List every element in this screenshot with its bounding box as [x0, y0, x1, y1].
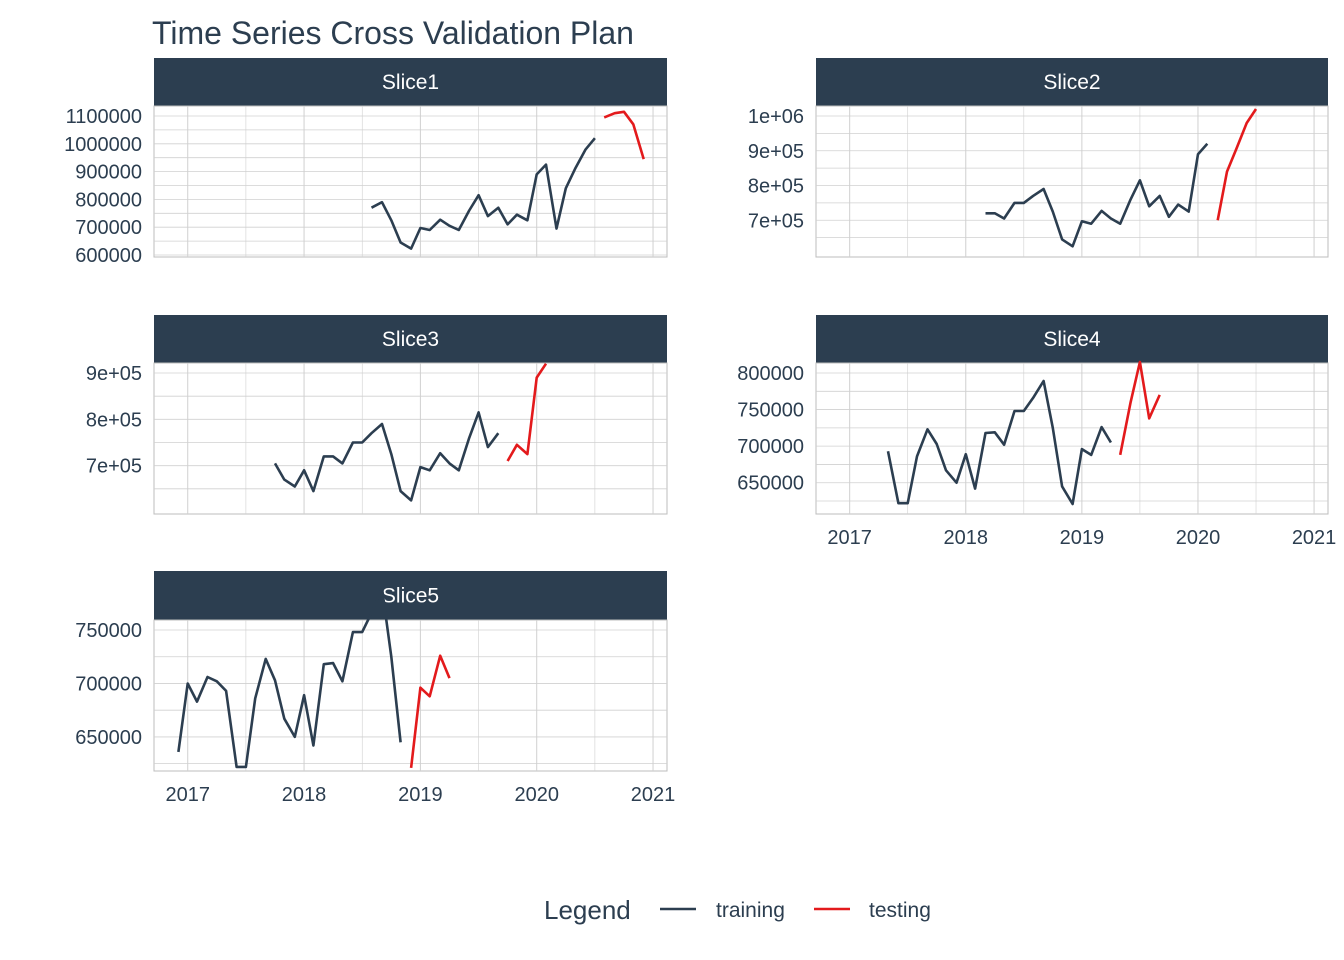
testing-line: [409, 654, 451, 769]
panel-slice2: Slice2 7e+05 8e+05 9e+05 1e+06: [748, 58, 1329, 258]
facet-panels: Slice1 600000 700000 800000 900000 1000000 110…: [64, 58, 1336, 806]
legend: Legend training testing: [544, 895, 931, 925]
facet-strip-label: Slice3: [382, 328, 439, 351]
y-tick-label: 650000: [737, 473, 804, 495]
legend-label-testing: testing: [869, 899, 931, 922]
panel-border: [153, 362, 668, 515]
y-tick-label: 9e+05: [86, 363, 142, 385]
panel-border: [815, 362, 1329, 515]
y-tick-label: 700000: [737, 436, 804, 458]
facet-strip-label: Slice5: [382, 585, 439, 608]
facet-strip: [154, 571, 667, 620]
y-tick-label: 1100000: [66, 106, 142, 128]
y-tick-label: 800000: [75, 189, 142, 211]
x-tick-label: 2020: [1176, 527, 1221, 549]
facet-strip-label: Slice2: [1043, 71, 1100, 94]
x-tick-label: 2018: [944, 527, 989, 549]
y-tick-label: 700000: [75, 217, 142, 239]
panel-slice4: Slice4 650000 700000 750000 800000 2017 2018 20…: [737, 315, 1336, 549]
y-tick-label: 8e+05: [748, 176, 804, 198]
facet-strip: [154, 58, 667, 106]
legend-title: Legend: [544, 895, 631, 925]
chart-title: Time Series Cross Validation Plan: [152, 15, 634, 51]
y-tick-label: 750000: [75, 620, 142, 642]
y-tick-label: 1000000: [64, 134, 142, 156]
x-tick-label: 2019: [1060, 527, 1105, 549]
testing-line: [506, 362, 548, 462]
x-tick-label: 2019: [398, 784, 443, 806]
testing-line: [1118, 360, 1161, 456]
panel-border: [153, 105, 668, 258]
panel-slice3: Slice3 7e+05 8e+05 9e+05: [86, 315, 668, 515]
panel-slice5: Slice5 650000 700000 750000 2017 2018 2019 2020…: [75, 571, 675, 806]
facet-strip: [816, 315, 1328, 363]
x-tick-label: 2020: [514, 784, 559, 806]
x-tick-label: 2017: [165, 784, 210, 806]
x-tick-label: 2021: [1292, 527, 1337, 549]
panel-slice1: Slice1 600000 700000 800000 900000 1000000 110…: [64, 58, 668, 267]
y-tick-label: 9e+05: [748, 141, 804, 163]
x-tick-label: 2018: [282, 784, 327, 806]
training-line: [177, 586, 402, 769]
y-tick-label: 7e+05: [86, 456, 142, 478]
y-tick-label: 750000: [737, 400, 804, 422]
y-tick-label: 8e+05: [86, 409, 142, 431]
training-line: [985, 142, 1209, 248]
legend-label-training: training: [716, 899, 785, 922]
testing-line: [603, 110, 645, 160]
panel-border: [815, 105, 1329, 258]
panel-border: [153, 619, 668, 772]
y-tick-label: 650000: [75, 727, 142, 749]
facet-strip: [816, 58, 1328, 106]
training-line: [370, 137, 596, 250]
facet-strip-label: Slice1: [382, 71, 439, 94]
y-tick-label: 900000: [75, 162, 142, 184]
training-line: [886, 379, 1113, 506]
y-tick-label: 1e+06: [748, 106, 804, 128]
facet-strip-label: Slice4: [1043, 328, 1101, 351]
x-tick-label: 2017: [827, 527, 872, 549]
facet-strip: [154, 315, 667, 363]
y-tick-label: 7e+05: [748, 210, 804, 232]
training-line: [273, 411, 500, 502]
y-tick-label: 600000: [75, 245, 142, 267]
testing-line: [1216, 108, 1258, 221]
y-tick-label: 800000: [737, 363, 804, 385]
y-tick-label: 700000: [75, 673, 142, 695]
x-tick-label: 2021: [631, 784, 676, 806]
